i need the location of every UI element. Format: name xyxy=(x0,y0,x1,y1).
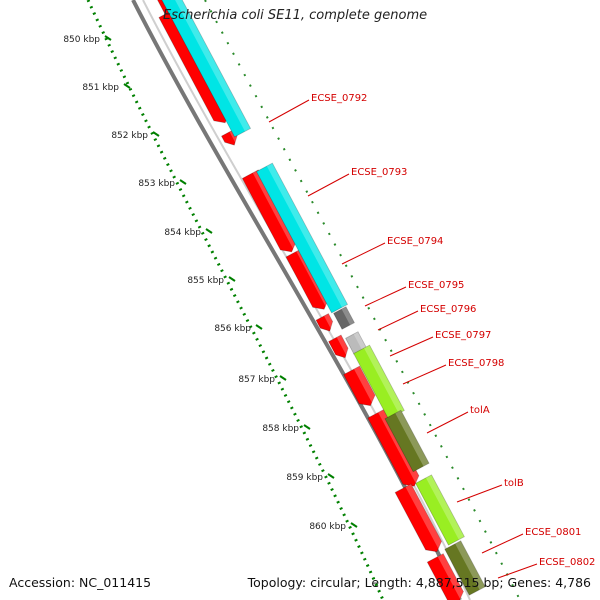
ruler-tick xyxy=(228,276,236,282)
gene-label[interactable]: ECSE_0798 xyxy=(448,358,504,369)
ruler-tick-label: 851 kbp xyxy=(82,83,119,93)
gene-leader-line xyxy=(456,484,503,503)
gene-feature xyxy=(328,334,352,359)
gene-leader-line xyxy=(497,563,538,579)
gene-leader-line xyxy=(389,336,434,357)
genome-summary-text: Topology: circular; Length: 4,887,515 bp… xyxy=(247,575,591,590)
gene-label[interactable]: ECSE_0793 xyxy=(351,167,407,178)
ruler-tick xyxy=(152,131,160,137)
gene-label[interactable]: ECSE_0802 xyxy=(539,557,595,568)
ruler-tick xyxy=(350,522,358,528)
gene-feature xyxy=(444,540,486,596)
genome-title: Escherichia coli SE11, complete genome xyxy=(163,8,428,23)
gene-leader-line xyxy=(364,286,407,307)
gene-label[interactable]: ECSE_0795 xyxy=(408,280,464,291)
ruler-tick-label: 854 kbp xyxy=(164,228,201,238)
ruler-tick-label: 850 kbp xyxy=(63,35,100,45)
gene-leader-line xyxy=(402,364,447,385)
ruler-tick xyxy=(123,83,131,89)
gene-feature xyxy=(384,409,430,473)
gene-leader-line xyxy=(426,411,469,434)
ruler-tick xyxy=(303,424,311,430)
gene-feature xyxy=(426,553,467,600)
gene-feature xyxy=(315,313,336,332)
ruler-tick xyxy=(327,473,335,479)
ruler-tick-label: 856 kbp xyxy=(214,324,251,334)
ruler-tick xyxy=(104,35,112,41)
gene-feature xyxy=(343,365,379,407)
kbp-ruler: 850 kbp 851 kbp 852 kbp 853 kbp 854 kbp 855 k… xyxy=(63,0,385,600)
ruler-tick xyxy=(179,179,187,185)
gene-leader-line xyxy=(481,533,524,554)
gene-label[interactable]: ECSE_0792 xyxy=(311,93,367,104)
gene-label[interactable]: ECSE_0796 xyxy=(420,304,476,315)
gene-label[interactable]: tolA xyxy=(470,405,490,416)
ruler-tick-label: 857 kbp xyxy=(238,375,275,385)
ruler-tick xyxy=(279,375,287,381)
gene-features xyxy=(154,0,486,600)
ruler-tick-label: 855 kbp xyxy=(187,276,224,286)
gene-label[interactable]: ECSE_0797 xyxy=(435,330,491,341)
gene-label[interactable]: tolB xyxy=(504,478,524,489)
ruler-tick xyxy=(255,324,263,330)
gene-feature xyxy=(333,306,355,330)
gene-leader-line xyxy=(268,99,310,123)
gene-labels: ECSE_0792 ECSE_0793 ECSE_0794 ECSE_0795 ECSE… xyxy=(268,93,595,579)
ruler-tick-label: 853 kbp xyxy=(138,179,175,189)
gene-label[interactable]: ECSE_0794 xyxy=(387,236,443,247)
gene-leader-line xyxy=(307,173,350,197)
gene-label[interactable]: ECSE_0801 xyxy=(525,527,581,538)
ruler-tick-label: 860 kbp xyxy=(309,522,346,532)
gene-feature xyxy=(415,474,465,546)
ruler-tick-label: 858 kbp xyxy=(262,424,299,434)
ruler-tick-label: 852 kbp xyxy=(111,131,148,141)
gene-leader-line xyxy=(341,242,386,265)
outer-ring-ticks xyxy=(204,0,521,600)
ruler-tick-label: 859 kbp xyxy=(286,473,323,483)
gene-feature xyxy=(394,483,445,553)
gene-leader-line xyxy=(377,310,419,331)
accession-text: Accession: NC_011415 xyxy=(9,575,152,590)
gene-feature xyxy=(255,162,349,314)
gene-feature xyxy=(158,0,252,138)
ruler-tick xyxy=(205,228,213,234)
